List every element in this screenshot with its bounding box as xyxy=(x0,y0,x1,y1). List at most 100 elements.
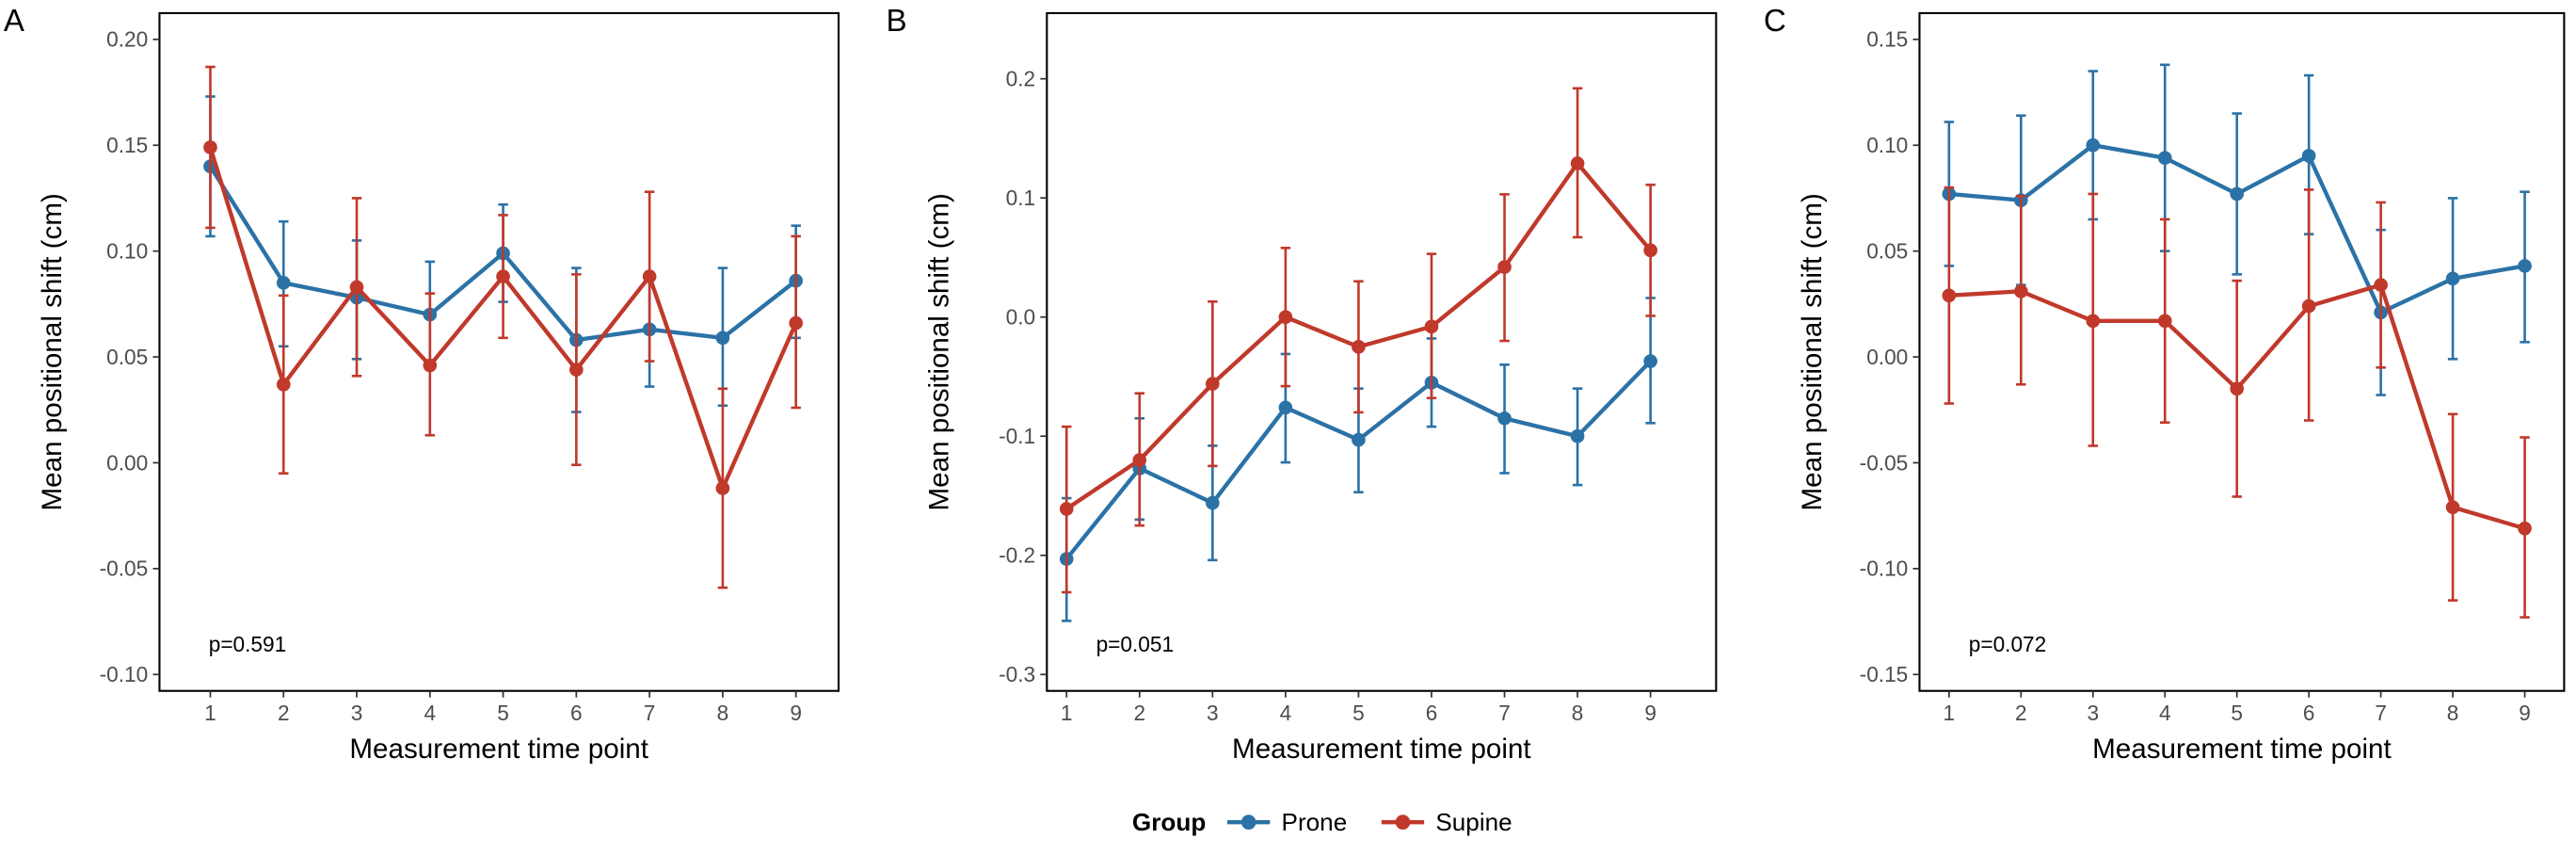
series-supine xyxy=(203,65,803,589)
x-tick-label: 3 xyxy=(2087,701,2099,725)
x-tick-label: 9 xyxy=(2519,701,2531,725)
series-supine xyxy=(1942,186,2532,619)
data-point xyxy=(349,280,364,295)
x-tick-label: 4 xyxy=(2159,701,2171,725)
data-point xyxy=(1132,453,1147,467)
y-tick-label: -0.05 xyxy=(1860,450,1909,475)
y-tick-label: -0.1 xyxy=(999,424,1035,448)
data-point xyxy=(2086,314,2101,329)
data-point xyxy=(1497,260,1512,274)
data-point xyxy=(2445,500,2460,515)
x-tick-label: 5 xyxy=(1352,701,1365,725)
data-point xyxy=(1206,495,1220,510)
panel-label: A xyxy=(4,4,25,39)
data-point xyxy=(1352,432,1366,447)
data-point xyxy=(496,269,510,283)
x-tick-label: 1 xyxy=(1061,701,1073,725)
x-tick-label: 7 xyxy=(2375,701,2387,725)
data-point xyxy=(2301,298,2316,314)
data-point xyxy=(1278,400,1293,415)
y-tick-label: 0.15 xyxy=(1866,27,1908,52)
series-supine xyxy=(1059,87,1657,594)
x-axis-label: Measurement time point xyxy=(349,734,648,765)
x-tick-label: 6 xyxy=(1426,701,1438,725)
x-tick-label: 3 xyxy=(351,701,363,725)
data-point xyxy=(569,363,584,377)
data-point xyxy=(2157,151,2172,166)
panel-a: A -0.10 -0.05 0.00 0.05 0.10 0.15 0.20 1 2 3 4 5 6 7 8 9… xyxy=(4,4,840,765)
y-tick-label: 0.10 xyxy=(106,238,148,263)
legend-marker-prone xyxy=(1240,815,1256,830)
data-point xyxy=(2230,186,2245,202)
y-tick-label: -0.2 xyxy=(999,543,1035,568)
x-tick-label: 7 xyxy=(644,701,656,725)
y-tick-label: -0.15 xyxy=(1860,662,1909,686)
y-tick-label: -0.3 xyxy=(999,662,1035,686)
data-point xyxy=(2157,314,2172,329)
y-axis-label: Mean positional shift (cm) xyxy=(1797,193,1828,510)
panel-c: C -0.15 -0.10 -0.05 0.00 0.05 0.10 0.15 1 2 3 4 5 6 7 8… xyxy=(1764,4,2566,765)
y-tick-label: -0.10 xyxy=(100,662,149,686)
plot-frame xyxy=(1046,11,1718,692)
x-tick-label: 9 xyxy=(1644,701,1656,725)
data-point xyxy=(2013,284,2028,298)
data-point xyxy=(642,269,657,283)
panel-b: B -0.3 -0.2 -0.1 0.0 0.1 0.2 1 2 3 4 5 6 7 8 9 Measureme… xyxy=(887,4,1718,765)
legend-title: Group xyxy=(1132,808,1206,836)
x-tick-label: 5 xyxy=(2231,701,2243,725)
data-point xyxy=(1352,340,1366,354)
data-point xyxy=(715,331,730,346)
y-tick-label: -0.05 xyxy=(100,557,149,581)
data-point xyxy=(276,276,291,290)
y-tick-label: 0.0 xyxy=(1006,305,1035,330)
legend-marker-supine xyxy=(1395,815,1411,830)
data-point xyxy=(1643,243,1657,258)
plot-frame xyxy=(158,11,840,692)
x-axis-label: Measurement time point xyxy=(1232,734,1531,765)
panel-label: C xyxy=(1764,4,1786,39)
x-axis-label: Measurement time point xyxy=(2092,734,2392,765)
p-value-annotation: p=0.072 xyxy=(1969,632,2046,656)
p-value-annotation: p=0.051 xyxy=(1096,632,1174,656)
x-tick-label: 2 xyxy=(278,701,290,725)
data-point xyxy=(1059,502,1074,516)
data-point xyxy=(2374,278,2388,292)
x-tick-label: 3 xyxy=(1207,701,1219,725)
data-point xyxy=(2518,259,2532,273)
data-point xyxy=(1424,319,1439,334)
data-point xyxy=(1278,310,1293,325)
data-point xyxy=(2301,149,2316,163)
x-tick-label: 4 xyxy=(1280,701,1292,725)
y-tick-label: 0.1 xyxy=(1006,186,1035,210)
x-tick-label: 8 xyxy=(717,701,729,725)
y-tick-label: 0.10 xyxy=(1866,133,1908,157)
legend-label-prone: Prone xyxy=(1282,808,1348,836)
x-tick-label: 1 xyxy=(204,701,216,725)
data-point xyxy=(276,377,291,392)
x-tick-label: 9 xyxy=(790,701,802,725)
y-tick-label: 0.05 xyxy=(1866,238,1908,263)
legend-label-supine: Supine xyxy=(1435,808,1512,836)
x-tick-label: 2 xyxy=(2015,701,2027,725)
data-point xyxy=(1942,288,1957,303)
x-tick-label: 2 xyxy=(1133,701,1145,725)
y-axis-label: Mean positional shift (cm) xyxy=(37,193,68,510)
x-tick-label: 7 xyxy=(1498,701,1511,725)
legend: Group Prone Supine xyxy=(1132,808,1512,836)
data-point xyxy=(1206,377,1220,391)
p-value-annotation: p=0.591 xyxy=(209,632,286,656)
data-point xyxy=(1570,428,1585,444)
y-tick-label: 0.00 xyxy=(106,450,148,475)
y-tick-label: 0.05 xyxy=(106,345,148,369)
y-tick-label: 0.15 xyxy=(106,133,148,157)
x-tick-label: 8 xyxy=(2447,701,2459,725)
data-point xyxy=(2230,381,2245,396)
data-point xyxy=(1570,156,1585,170)
panel-label: B xyxy=(887,4,907,39)
x-tick-label: 6 xyxy=(2303,701,2315,725)
y-tick-label: 0.20 xyxy=(106,27,148,52)
data-point xyxy=(423,358,438,373)
y-tick-label: 0.00 xyxy=(1866,345,1908,369)
data-point xyxy=(1643,354,1657,368)
